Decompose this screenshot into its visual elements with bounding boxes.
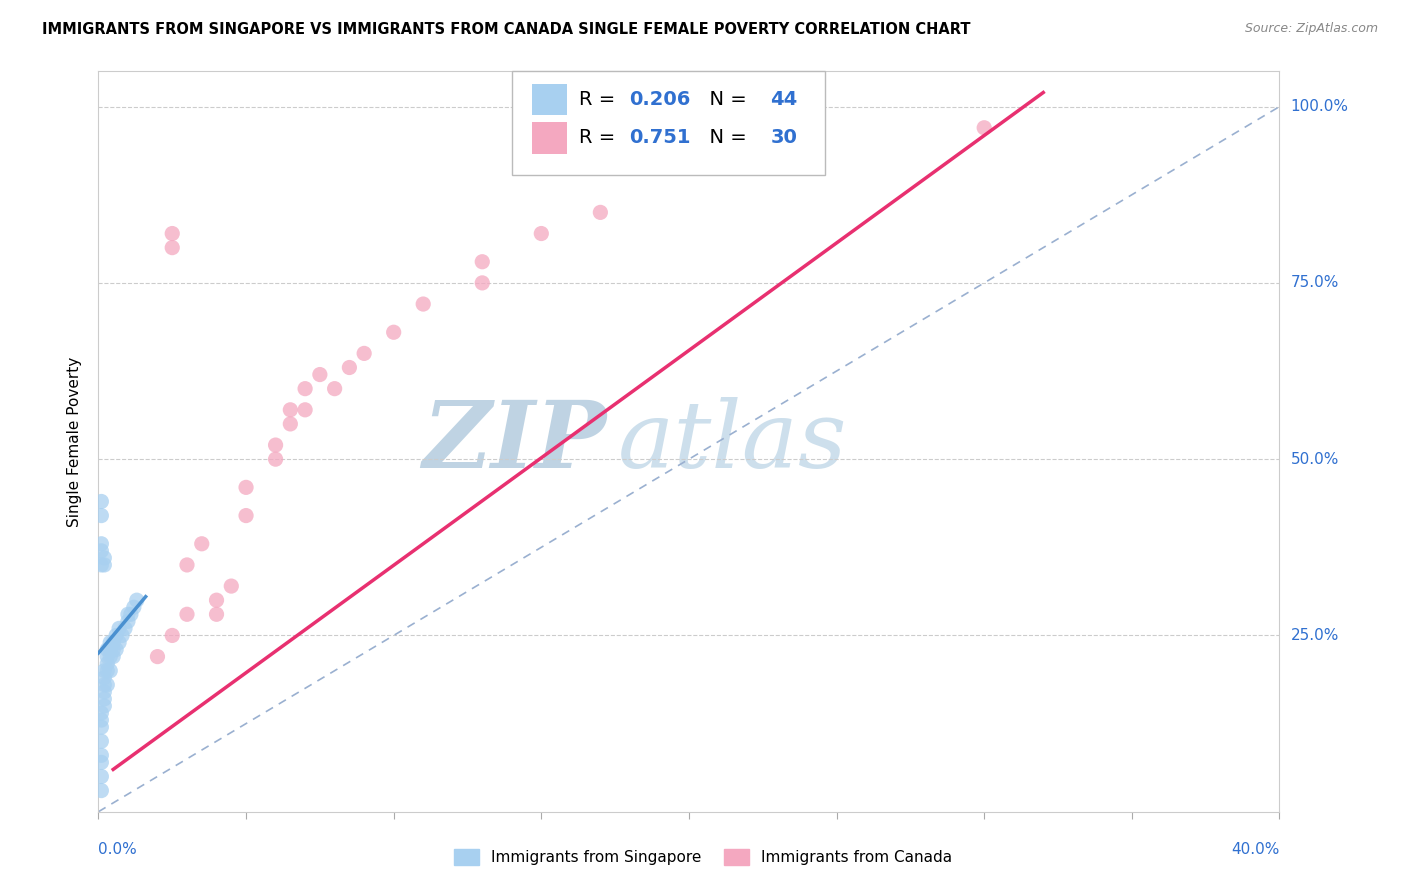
Point xyxy=(98,635,121,649)
Point xyxy=(117,607,139,622)
Text: atlas: atlas xyxy=(619,397,848,486)
Point xyxy=(471,276,494,290)
Point xyxy=(120,607,142,622)
Text: Source: ZipAtlas.com: Source: ZipAtlas.com xyxy=(1244,22,1378,36)
Point xyxy=(294,402,316,417)
Point xyxy=(90,756,112,770)
Point xyxy=(125,593,148,607)
Text: R =: R = xyxy=(579,90,621,109)
Point xyxy=(93,685,115,699)
Point xyxy=(98,642,121,657)
Point xyxy=(96,649,118,664)
FancyBboxPatch shape xyxy=(512,71,825,175)
Point xyxy=(309,368,332,382)
Point xyxy=(678,156,700,170)
Point xyxy=(93,671,115,685)
Text: N =: N = xyxy=(697,128,754,147)
Point xyxy=(93,550,115,565)
Point xyxy=(103,635,125,649)
Text: 0.0%: 0.0% xyxy=(98,842,138,857)
Point xyxy=(90,783,112,797)
Point xyxy=(221,579,243,593)
Point xyxy=(530,227,553,241)
Point xyxy=(90,494,112,508)
Point xyxy=(122,600,145,615)
Point xyxy=(108,635,131,649)
Point xyxy=(382,325,405,339)
Text: N =: N = xyxy=(697,90,754,109)
Point xyxy=(264,438,287,452)
Text: R =: R = xyxy=(579,128,621,147)
Point xyxy=(589,205,612,219)
Point xyxy=(96,657,118,671)
Point xyxy=(96,664,118,678)
Point xyxy=(162,628,183,642)
Point xyxy=(103,649,125,664)
Point xyxy=(93,558,115,572)
Text: 50.0%: 50.0% xyxy=(1291,451,1339,467)
Point xyxy=(90,706,112,720)
Point xyxy=(96,678,118,692)
Point xyxy=(98,664,121,678)
Point xyxy=(235,508,257,523)
Point xyxy=(114,621,136,635)
Point xyxy=(162,241,183,255)
Text: 40.0%: 40.0% xyxy=(1232,842,1279,857)
Legend: Immigrants from Singapore, Immigrants from Canada: Immigrants from Singapore, Immigrants fr… xyxy=(449,843,957,871)
Point xyxy=(90,713,112,727)
Text: 44: 44 xyxy=(770,90,797,109)
Text: ZIP: ZIP xyxy=(422,397,606,486)
Point xyxy=(90,769,112,783)
Point xyxy=(191,537,214,551)
Text: 0.751: 0.751 xyxy=(628,128,690,147)
Point xyxy=(90,508,112,523)
Point xyxy=(294,382,316,396)
Point xyxy=(90,558,112,572)
Point xyxy=(973,120,995,135)
Point xyxy=(93,678,115,692)
Point xyxy=(90,748,112,763)
Y-axis label: Single Female Poverty: Single Female Poverty xyxy=(67,357,83,526)
Text: 75.0%: 75.0% xyxy=(1291,276,1339,291)
Point xyxy=(98,649,121,664)
Point xyxy=(280,402,302,417)
Point xyxy=(323,382,346,396)
Point xyxy=(93,698,115,713)
Point xyxy=(235,480,257,494)
Text: 0.206: 0.206 xyxy=(628,90,690,109)
Point xyxy=(353,346,375,360)
Point xyxy=(412,297,434,311)
Point xyxy=(146,649,169,664)
Point xyxy=(96,642,118,657)
Point xyxy=(111,628,134,642)
Point xyxy=(176,558,198,572)
FancyBboxPatch shape xyxy=(531,84,567,115)
Point xyxy=(90,544,112,558)
Point xyxy=(90,734,112,748)
Point xyxy=(103,642,125,657)
Point xyxy=(93,692,115,706)
Text: IMMIGRANTS FROM SINGAPORE VS IMMIGRANTS FROM CANADA SINGLE FEMALE POVERTY CORREL: IMMIGRANTS FROM SINGAPORE VS IMMIGRANTS … xyxy=(42,22,970,37)
Text: 30: 30 xyxy=(770,128,797,147)
Point xyxy=(90,720,112,734)
FancyBboxPatch shape xyxy=(531,122,567,153)
Point xyxy=(339,360,361,375)
Point xyxy=(117,615,139,629)
Point xyxy=(162,227,183,241)
Point xyxy=(105,642,128,657)
Point xyxy=(205,607,228,622)
Text: 25.0%: 25.0% xyxy=(1291,628,1339,643)
Point xyxy=(205,593,228,607)
Point xyxy=(108,621,131,635)
Point xyxy=(105,628,128,642)
Point xyxy=(471,254,494,268)
Text: 100.0%: 100.0% xyxy=(1291,99,1348,114)
Point xyxy=(264,452,287,467)
Point xyxy=(93,664,115,678)
Point xyxy=(176,607,198,622)
Point xyxy=(90,537,112,551)
Point xyxy=(280,417,302,431)
